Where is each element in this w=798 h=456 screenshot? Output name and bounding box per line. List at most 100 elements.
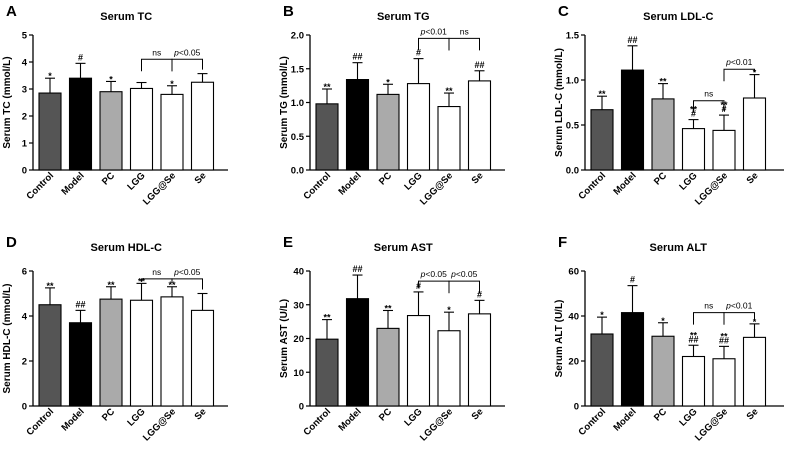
y-axis-label: Serum TG (mmol/L) <box>279 56 290 149</box>
x-tick-label: Control <box>301 406 333 438</box>
x-tick-label: LGG <box>125 170 147 192</box>
x-tick-label: Se <box>193 406 209 422</box>
x-tick-label: LGG@Se <box>141 406 178 443</box>
comparison-bracket <box>141 58 173 72</box>
significance-mark: # <box>477 289 482 299</box>
x-tick-label: LGG@Se <box>141 170 178 207</box>
y-tick-label: 4 <box>22 312 28 323</box>
y-tick-label: 0.5 <box>566 121 580 132</box>
panel-letter: C <box>558 3 569 20</box>
x-tick-label: Control <box>24 170 56 202</box>
panel-c: C Serum LDL-C Serum LDL-C (mmol/L)0.0 0.5 1.… <box>554 3 784 207</box>
x-tick-label: PC <box>377 170 394 187</box>
significance-mark: ** <box>168 280 176 290</box>
x-tick-label: PC <box>652 406 669 423</box>
y-tick-label: 6 <box>22 267 27 278</box>
comparison-bracket <box>723 68 755 82</box>
bar-model <box>345 298 370 407</box>
chart-title: Serum HDL-C <box>90 242 162 254</box>
bar-pc <box>651 98 675 171</box>
bar-lgg <box>406 83 431 171</box>
x-tick-label: Se <box>470 170 486 186</box>
comparison-bracket <box>693 100 725 113</box>
significance-mark: ## <box>352 52 362 62</box>
x-tick-label: Control <box>576 406 608 438</box>
significance-mark: * <box>109 74 113 84</box>
comparison-label: ns <box>704 301 713 311</box>
significance-mark: ## <box>352 264 362 274</box>
comparison-bracket <box>448 280 480 294</box>
panel-d: D Serum HDL-C Serum HDL-C (mmol/L) 0 2 4 6 Cont… <box>2 234 228 443</box>
comparison-label: ns <box>152 47 161 57</box>
y-axis-label: Serum TC (mmol/L) <box>2 56 13 148</box>
comparison-label: p<0.01 <box>725 57 753 67</box>
y-tick-label: 1.5 <box>566 31 580 42</box>
significance-mark: * <box>600 310 604 320</box>
chart-title: Serum TC <box>100 11 152 23</box>
bar-model <box>345 79 370 171</box>
y-tick-label: 1.0 <box>566 76 579 87</box>
x-tick-label: LGG <box>125 406 147 428</box>
significance-mark: * <box>447 305 451 315</box>
significance-mark: * <box>48 71 52 81</box>
comparison-label: p<0.05 <box>420 269 448 279</box>
y-tick-label: 40 <box>568 312 579 323</box>
chart-title: Serum ALT <box>650 242 708 254</box>
x-tick-label: LGG@Se <box>418 170 455 207</box>
significance-mark: ** <box>46 281 54 291</box>
panel-b: B Serum TG Serum TG (mmol/L) 0.0 0.5 1.0 1.5 2.… <box>279 3 505 207</box>
panel-letter: F <box>558 234 567 251</box>
chart-title: Serum TG <box>377 11 430 23</box>
x-tick-label: Control <box>576 170 608 202</box>
comparison-bracket <box>693 312 725 325</box>
y-tick-label: 30 <box>293 300 304 311</box>
bar-pc <box>376 327 400 407</box>
x-tick-label: LGG <box>677 170 699 192</box>
significance-mark: ** <box>384 303 392 313</box>
x-tick-label: Se <box>193 170 209 186</box>
x-tick-label: Model <box>59 406 86 433</box>
x-tick-label: Model <box>336 170 363 197</box>
y-tick-label: 0 <box>574 402 579 413</box>
bar-lgg-se <box>437 330 461 407</box>
panel-letter: A <box>6 3 17 20</box>
x-tick-label: PC <box>100 406 117 423</box>
x-tick-label: PC <box>652 170 669 187</box>
comparison-bracket <box>171 278 203 290</box>
bar-lgg <box>681 128 706 171</box>
bar-control <box>38 92 62 171</box>
significance-mark: ** <box>323 313 331 323</box>
y-tick-label: 2.0 <box>291 31 304 42</box>
y-tick-label: 2 <box>22 357 27 368</box>
x-tick-label: LGG <box>402 406 424 428</box>
panel-f: F Serum ALT Serum ALT (U/L) 0 20 40 60 Control *… <box>554 234 784 443</box>
bar-control <box>590 333 614 407</box>
bar-lgg <box>129 87 154 171</box>
significance-mark: ## <box>75 299 85 309</box>
bar-model <box>620 312 645 407</box>
chart-title: Serum AST <box>374 242 433 254</box>
bar-pc <box>99 91 123 171</box>
x-tick-label: Control <box>24 406 56 438</box>
panel-e: E Serum AST Serum AST (U/L) 0 10 20 30 40 Contro… <box>279 234 505 443</box>
y-axis-label: Serum LDL-C (mmol/L) <box>554 48 565 157</box>
significance-mark: ** <box>720 331 728 341</box>
significance-mark: ## <box>474 60 484 70</box>
bar-model <box>68 322 93 407</box>
bar-se <box>467 80 492 171</box>
y-tick-label: 1 <box>22 139 28 150</box>
bar-lgg-se <box>437 106 461 171</box>
x-tick-label: PC <box>100 170 117 187</box>
x-tick-label: Se <box>470 406 486 422</box>
significance-mark: ** <box>659 77 667 87</box>
comparison-label: ns <box>152 267 161 277</box>
y-tick-label: 0 <box>299 402 304 413</box>
x-tick-label: LGG@Se <box>693 170 730 207</box>
x-tick-label: PC <box>377 406 394 423</box>
y-tick-label: 0 <box>22 166 27 177</box>
significance-mark: ## <box>627 35 637 45</box>
comparison-bracket <box>141 278 173 283</box>
comparison-label: ns <box>704 89 713 99</box>
comparison-bracket <box>418 280 450 294</box>
bar-control <box>315 338 339 407</box>
